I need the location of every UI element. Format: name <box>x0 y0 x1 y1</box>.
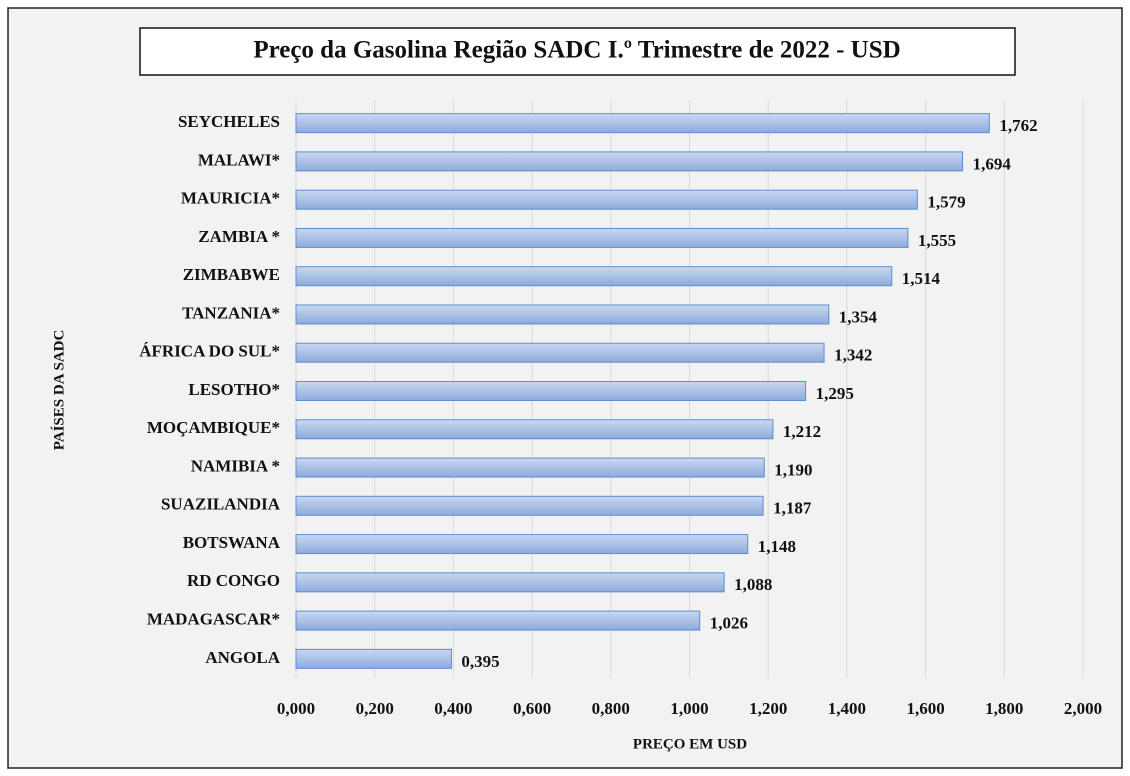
x-tick-label: 1,800 <box>985 699 1023 718</box>
bar <box>295 610 701 631</box>
bar <box>295 151 964 172</box>
data-label: 1,514 <box>902 269 941 288</box>
data-label: 1,579 <box>927 193 965 212</box>
data-label: 1,190 <box>774 460 812 479</box>
data-label: 1,295 <box>816 384 854 403</box>
chart-title: Preço da Gasolina Região SADC I.º Trimes… <box>253 37 900 64</box>
bar <box>295 227 909 248</box>
x-tick-label: 2,000 <box>1064 699 1102 718</box>
data-label: 0,395 <box>461 652 499 671</box>
data-label: 1,088 <box>734 575 772 594</box>
data-label: 1,694 <box>973 154 1012 173</box>
x-tick-label: 1,600 <box>906 699 944 718</box>
x-tick-label: 1,000 <box>670 699 708 718</box>
bar <box>295 266 893 287</box>
x-tick-label: 0,200 <box>356 699 394 718</box>
bar <box>295 648 452 669</box>
data-label: 1,342 <box>834 346 872 365</box>
y-tick-label: ANGOLA <box>205 648 280 667</box>
bar <box>295 342 825 363</box>
y-tick-label: ZIMBABWE <box>183 265 280 284</box>
bar <box>295 419 774 440</box>
y-tick-label: ÁFRICA DO SUL* <box>139 342 280 361</box>
y-axis-label: PAÍSES DA SADC <box>50 330 67 451</box>
x-tick-label: 0,400 <box>434 699 472 718</box>
data-label: 1,026 <box>710 614 748 633</box>
bar <box>295 534 749 555</box>
y-tick-label: MALAWI* <box>198 150 280 169</box>
y-tick-label: ZAMBIA * <box>198 227 280 246</box>
bar <box>295 304 830 325</box>
y-tick-label: MOÇAMBIQUE* <box>147 418 280 437</box>
x-tick-label: 0,600 <box>513 699 551 718</box>
data-label: 1,555 <box>918 231 956 250</box>
data-label: 1,354 <box>839 307 878 326</box>
x-axis-label: PREÇO EM USD <box>633 736 747 752</box>
y-tick-label: SUAZILANDIA <box>161 495 281 514</box>
bar <box>295 495 764 516</box>
bar <box>295 572 725 593</box>
y-tick-label: MADAGASCAR* <box>147 610 280 629</box>
bar <box>295 381 807 401</box>
data-label: 1,187 <box>773 499 812 518</box>
data-label: 1,148 <box>758 537 796 556</box>
x-tick-label: 1,400 <box>828 699 866 718</box>
x-tick-label: 1,200 <box>749 699 787 718</box>
bar <box>295 189 918 210</box>
y-tick-label: SEYCHELES <box>178 112 280 131</box>
bar <box>295 113 990 134</box>
y-tick-label: NAMIBIA * <box>191 456 280 475</box>
x-tick-label: 0,000 <box>277 699 315 718</box>
y-tick-label: BOTSWANA <box>183 533 281 552</box>
y-tick-label: LESOTHO* <box>188 380 280 399</box>
y-tick-label: TANZANIA* <box>182 303 280 322</box>
title-box <box>139 27 1016 76</box>
x-tick-label: 0,800 <box>592 699 630 718</box>
y-tick-label: RD CONGO <box>187 571 280 590</box>
y-tick-label: MAURICIA* <box>181 189 280 208</box>
data-label: 1,212 <box>783 422 821 441</box>
data-label: 1,762 <box>999 116 1037 135</box>
bar <box>295 457 765 478</box>
